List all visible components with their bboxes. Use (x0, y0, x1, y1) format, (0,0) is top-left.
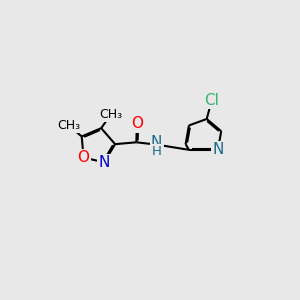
Text: H: H (152, 145, 162, 158)
Text: Cl: Cl (204, 93, 219, 108)
Text: CH₃: CH₃ (57, 119, 80, 132)
Text: O: O (78, 150, 90, 165)
Text: O: O (131, 116, 143, 131)
Text: N: N (212, 142, 224, 157)
Text: N: N (98, 155, 110, 170)
Text: CH₃: CH₃ (99, 108, 122, 121)
Text: N: N (151, 135, 162, 150)
